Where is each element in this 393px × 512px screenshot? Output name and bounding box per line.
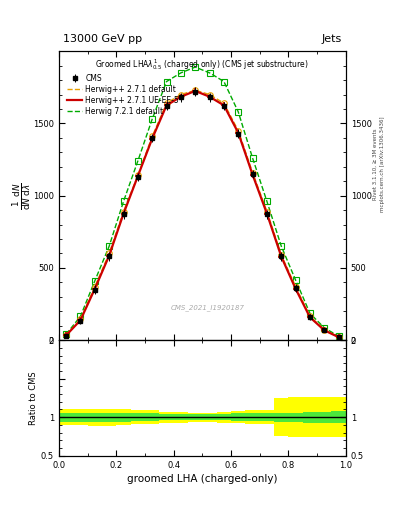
Herwig++ 2.7.1 UE-EE-5 bbox=[236, 130, 241, 136]
Herwig 7.2.1 default bbox=[207, 70, 212, 76]
Herwig++ 2.7.1 default bbox=[92, 284, 97, 290]
Herwig++ 2.7.1 UE-EE-5 bbox=[92, 286, 97, 292]
Herwig++ 2.7.1 UE-EE-5 bbox=[322, 327, 327, 333]
Herwig++ 2.7.1 UE-EE-5 bbox=[293, 286, 298, 292]
Text: mcplots.cern.ch [arXiv:1306.3436]: mcplots.cern.ch [arXiv:1306.3436] bbox=[380, 116, 385, 211]
Herwig 7.2.1 default bbox=[78, 313, 83, 319]
Legend: CMS, Herwig++ 2.7.1 default, Herwig++ 2.7.1 UE-EE-5, Herwig 7.2.1 default: CMS, Herwig++ 2.7.1 default, Herwig++ 2.… bbox=[66, 72, 181, 117]
Herwig++ 2.7.1 default bbox=[222, 100, 226, 106]
X-axis label: groomed LHA (charged-only): groomed LHA (charged-only) bbox=[127, 474, 277, 484]
Herwig++ 2.7.1 default bbox=[121, 208, 126, 215]
Herwig 7.2.1 default bbox=[293, 277, 298, 283]
Text: 13000 GeV pp: 13000 GeV pp bbox=[63, 33, 142, 44]
Herwig++ 2.7.1 UE-EE-5 bbox=[64, 332, 68, 338]
Herwig 7.2.1 default bbox=[92, 278, 97, 284]
Herwig++ 2.7.1 default bbox=[264, 208, 269, 215]
Herwig++ 2.7.1 default bbox=[193, 87, 198, 93]
Herwig++ 2.7.1 UE-EE-5 bbox=[207, 94, 212, 100]
Herwig++ 2.7.1 default bbox=[136, 173, 140, 179]
Herwig++ 2.7.1 default bbox=[64, 332, 68, 338]
Herwig 7.2.1 default bbox=[136, 158, 140, 164]
Herwig++ 2.7.1 UE-EE-5 bbox=[121, 210, 126, 217]
Herwig++ 2.7.1 UE-EE-5 bbox=[178, 94, 183, 100]
Herwig++ 2.7.1 UE-EE-5 bbox=[150, 136, 154, 142]
Herwig++ 2.7.1 default bbox=[308, 313, 312, 319]
Herwig++ 2.7.1 default bbox=[322, 327, 327, 333]
Herwig++ 2.7.1 UE-EE-5 bbox=[107, 252, 112, 259]
Herwig 7.2.1 default bbox=[308, 310, 312, 316]
Herwig++ 2.7.1 UE-EE-5 bbox=[78, 317, 83, 323]
Herwig++ 2.7.1 UE-EE-5 bbox=[264, 210, 269, 217]
Text: Groomed LHA$\lambda^{1}_{0.5}$ (charged only) (CMS jet substructure): Groomed LHA$\lambda^{1}_{0.5}$ (charged … bbox=[95, 57, 309, 72]
Herwig 7.2.1 default bbox=[164, 78, 169, 84]
Line: Herwig++ 2.7.1 UE-EE-5: Herwig++ 2.7.1 UE-EE-5 bbox=[66, 91, 339, 337]
Herwig++ 2.7.1 default bbox=[178, 92, 183, 98]
Y-axis label: Ratio to CMS: Ratio to CMS bbox=[29, 371, 38, 425]
Herwig++ 2.7.1 default bbox=[236, 127, 241, 134]
Herwig++ 2.7.1 UE-EE-5 bbox=[250, 172, 255, 178]
Herwig++ 2.7.1 UE-EE-5 bbox=[336, 334, 341, 340]
Line: Herwig 7.2.1 default: Herwig 7.2.1 default bbox=[66, 67, 339, 336]
Herwig++ 2.7.1 UE-EE-5 bbox=[136, 173, 140, 179]
Herwig++ 2.7.1 UE-EE-5 bbox=[164, 102, 169, 109]
Herwig 7.2.1 default bbox=[264, 198, 269, 204]
Herwig++ 2.7.1 default bbox=[250, 169, 255, 176]
Herwig 7.2.1 default bbox=[64, 331, 68, 337]
Herwig 7.2.1 default bbox=[178, 70, 183, 76]
Text: CMS_2021_I1920187: CMS_2021_I1920187 bbox=[171, 305, 245, 311]
Herwig 7.2.1 default bbox=[150, 116, 154, 122]
Herwig++ 2.7.1 UE-EE-5 bbox=[193, 88, 198, 94]
Herwig 7.2.1 default bbox=[236, 109, 241, 115]
Herwig 7.2.1 default bbox=[121, 198, 126, 204]
Herwig 7.2.1 default bbox=[222, 78, 226, 84]
Herwig 7.2.1 default bbox=[336, 333, 341, 339]
Herwig++ 2.7.1 default bbox=[107, 250, 112, 257]
Text: Rivet 3.1.10, ≥ 3M events: Rivet 3.1.10, ≥ 3M events bbox=[373, 128, 378, 200]
Herwig++ 2.7.1 UE-EE-5 bbox=[222, 102, 226, 109]
Herwig++ 2.7.1 UE-EE-5 bbox=[308, 314, 312, 321]
Text: $\frac{1}{\mathregular{d}N}\frac{\mathregular{d}N}{\mathregular{d}\lambda}$: $\frac{1}{\mathregular{d}N}\frac{\mathre… bbox=[11, 182, 33, 209]
Herwig++ 2.7.1 default bbox=[336, 334, 341, 340]
Herwig 7.2.1 default bbox=[279, 243, 284, 249]
Herwig++ 2.7.1 default bbox=[279, 252, 284, 258]
Text: Jets: Jets bbox=[321, 33, 342, 44]
Herwig 7.2.1 default bbox=[193, 64, 198, 70]
Herwig++ 2.7.1 default bbox=[207, 92, 212, 98]
Herwig 7.2.1 default bbox=[107, 243, 112, 249]
Herwig 7.2.1 default bbox=[322, 325, 327, 331]
Line: Herwig++ 2.7.1 default: Herwig++ 2.7.1 default bbox=[66, 90, 339, 337]
Herwig++ 2.7.1 default bbox=[293, 284, 298, 290]
Herwig++ 2.7.1 default bbox=[78, 316, 83, 322]
Herwig++ 2.7.1 default bbox=[164, 100, 169, 106]
Herwig++ 2.7.1 UE-EE-5 bbox=[279, 253, 284, 260]
Herwig 7.2.1 default bbox=[250, 155, 255, 161]
Herwig++ 2.7.1 default bbox=[150, 133, 154, 139]
